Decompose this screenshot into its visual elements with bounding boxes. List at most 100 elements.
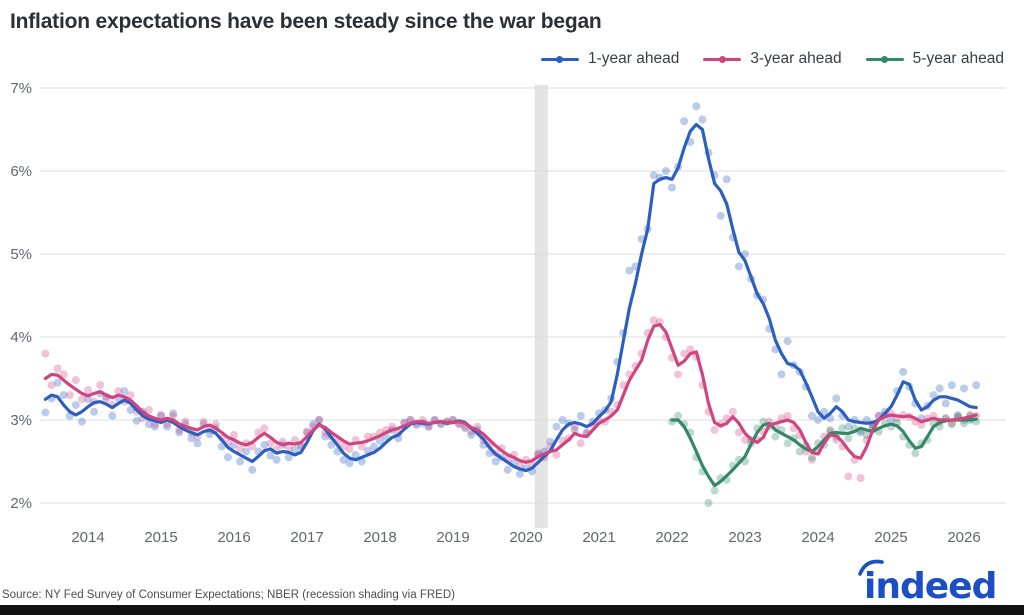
- monthly-data-dot: [668, 183, 676, 192]
- footer-bar: [0, 605, 1024, 615]
- y-axis-label: 6%: [10, 163, 32, 180]
- y-axis-label: 5%: [10, 246, 32, 263]
- monthly-data-dot: [546, 437, 555, 446]
- monthly-data-dot: [272, 455, 281, 464]
- monthly-data-dot: [844, 434, 853, 443]
- monthly-data-dot: [284, 453, 293, 462]
- monthly-data-dot: [515, 469, 524, 478]
- legend-item-1-year[interactable]: 1-year ahead: [540, 50, 679, 68]
- monthly-data-dot: [649, 316, 658, 325]
- monthly-data-dot: [144, 420, 153, 429]
- x-axis-label: 2018: [363, 529, 396, 546]
- monthly-data-dot: [309, 420, 318, 429]
- monthly-data-dot: [680, 117, 689, 126]
- monthly-data-dot: [236, 445, 245, 454]
- monthly-data-dot: [53, 378, 62, 387]
- monthly-data-dot: [351, 450, 360, 459]
- inflation-expectations-chart: 7% 6% 5% 4% 3% 2% 2014 2015 2016 2017 2018 2019 2020…: [10, 80, 1006, 546]
- monthly-data-dot: [41, 408, 50, 417]
- x-axis-label: 2026: [947, 529, 980, 546]
- monthly-data-dot: [266, 451, 275, 460]
- monthly-data-dot: [783, 337, 792, 346]
- monthly-data-dot: [327, 440, 336, 449]
- monthly-data-dot: [41, 349, 50, 358]
- monthly-data-dot: [132, 416, 141, 425]
- monthly-data-dot: [972, 381, 981, 390]
- monthly-data-dot: [345, 459, 354, 468]
- monthly-data-dot: [230, 430, 238, 439]
- monthly-data-dot: [163, 422, 172, 431]
- monthly-data-dot: [260, 440, 269, 449]
- monthly-data-dot: [844, 422, 853, 431]
- monthly-data-dot: [856, 474, 865, 483]
- monthly-data-dot: [53, 364, 62, 373]
- x-axis-label: 2016: [217, 529, 250, 546]
- monthly-data-dot: [230, 440, 238, 449]
- monthly-data-dot: [552, 450, 561, 459]
- monthly-data-dot: [771, 432, 780, 441]
- x-axis-label: 2014: [71, 529, 104, 546]
- monthly-data-dot: [576, 411, 585, 420]
- monthly-data-dot: [59, 391, 68, 400]
- monthly-data-dot: [321, 432, 330, 441]
- y-axis-label: 2%: [10, 495, 32, 512]
- monthly-data-dot: [157, 411, 165, 420]
- monthly-data-dot: [150, 422, 159, 431]
- monthly-data-dot: [345, 445, 354, 454]
- monthly-data-dot: [84, 386, 92, 395]
- monthly-data-dot: [807, 453, 816, 462]
- monthly-data-dot: [570, 425, 579, 434]
- monthly-data-dot: [552, 422, 561, 431]
- monthly-data-dot: [77, 395, 86, 404]
- monthly-data-dot: [187, 434, 196, 443]
- line-dot-marker-icon: [865, 55, 904, 63]
- monthly-data-dot: [899, 367, 908, 376]
- monthly-data-dot: [236, 457, 245, 466]
- monthly-data-dot: [820, 407, 829, 416]
- x-axis-label: 2024: [801, 529, 834, 546]
- monthly-data-dot: [108, 411, 117, 420]
- monthly-data-dot: [47, 381, 56, 390]
- monthly-data-dot: [783, 411, 792, 420]
- source-note: Source: NY Fed Survey of Consumer Expect…: [2, 589, 455, 601]
- monthly-data-dot: [576, 439, 585, 448]
- legend-label: 3-year ahead: [750, 50, 842, 67]
- indeed-logo: indeed: [858, 559, 997, 604]
- x-axis-label: 2019: [436, 529, 469, 546]
- legend-item-3-year[interactable]: 3-year ahead: [703, 50, 842, 68]
- legend-item-5-year[interactable]: 5-year ahead: [865, 50, 1004, 68]
- monthly-data-dot: [807, 455, 816, 464]
- monthly-data-dot: [71, 376, 80, 385]
- monthly-data-dot: [90, 407, 99, 416]
- monthly-data-dot: [181, 417, 190, 426]
- monthly-data-dot: [315, 416, 324, 424]
- monthly-data-dot: [71, 401, 80, 410]
- monthly-data-dot: [59, 370, 68, 379]
- series-line-1-year-ahead: [43, 122, 978, 473]
- x-axis-label: 2022: [655, 529, 688, 546]
- series-line-3-year-ahead: [43, 322, 978, 464]
- chart-legend: 1-year ahead 3-year ahead 5-year ahead: [540, 50, 1004, 68]
- monthly-data-dot: [65, 391, 74, 400]
- monthly-data-dot: [126, 406, 135, 415]
- monthly-data-dot: [96, 381, 105, 390]
- monthly-data-dot: [242, 447, 251, 456]
- monthly-data-dot: [649, 171, 658, 180]
- monthly-data-dot: [126, 391, 135, 400]
- monthly-data-dot: [734, 262, 743, 271]
- monthly-data-dot: [369, 442, 378, 451]
- monthly-data-dot: [722, 175, 731, 184]
- monthly-data-dot: [953, 411, 962, 420]
- monthly-data-dot: [491, 457, 500, 466]
- monthly-data-dot: [838, 424, 847, 433]
- y-axis-label: 3%: [10, 412, 32, 429]
- monthly-data-dot: [260, 424, 269, 433]
- indeed-logo-accent-icon: [858, 559, 884, 576]
- monthly-data-dot: [248, 465, 257, 474]
- monthly-data-dot: [175, 428, 184, 437]
- monthly-data-dot: [710, 486, 719, 495]
- monthly-data-dot: [741, 435, 749, 444]
- x-axis-label: 2017: [290, 529, 323, 546]
- x-axis-label: 2025: [874, 529, 907, 546]
- monthly-data-dot: [783, 439, 792, 448]
